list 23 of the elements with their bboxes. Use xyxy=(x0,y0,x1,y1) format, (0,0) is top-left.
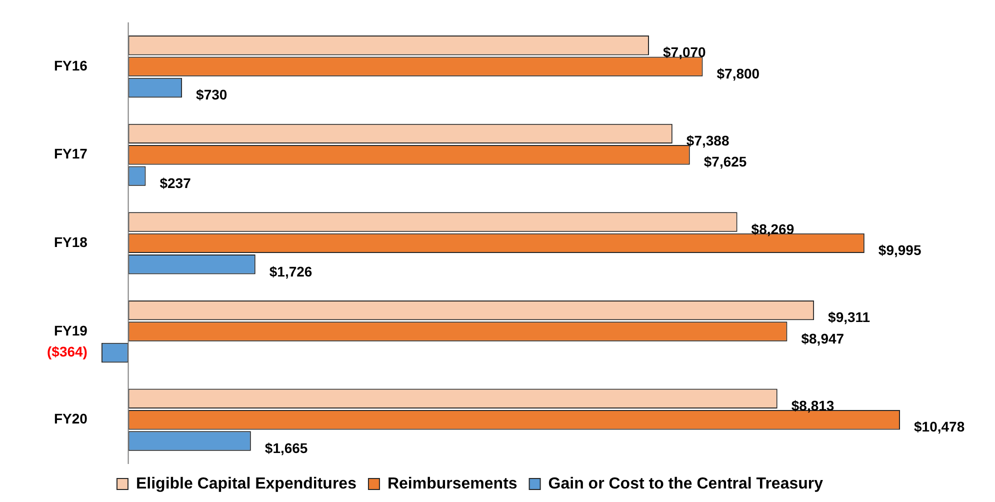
y-tick-label: FY18 xyxy=(54,234,88,250)
data-label: $9,995 xyxy=(878,242,922,258)
y-tick-label: FY16 xyxy=(54,57,88,74)
data-label: $8,947 xyxy=(801,330,844,346)
data-label: $10,478 xyxy=(914,418,965,435)
data-label: $8,269 xyxy=(751,220,794,237)
data-label: $1,665 xyxy=(264,440,308,456)
legend-label: Eligible Capital Expenditures xyxy=(136,475,357,492)
data-label: $9,311 xyxy=(828,309,870,326)
data-label: $7,800 xyxy=(716,65,760,82)
y-tick-label: FY20 xyxy=(54,410,88,427)
legend-label: Reimbursements xyxy=(387,475,518,492)
data-label: $7,625 xyxy=(704,154,747,170)
data-label: ($364) xyxy=(46,344,88,360)
y-tick-label: FY19 xyxy=(54,322,88,338)
data-label: $7,070 xyxy=(662,44,706,60)
data-label: $1,726 xyxy=(269,263,312,280)
data-label: $730 xyxy=(196,86,228,103)
data-label: $7,388 xyxy=(686,132,730,149)
data-label: $8,813 xyxy=(791,398,834,414)
legend-label: Gain or Cost to the Central Treasury xyxy=(548,475,824,492)
data-label: $237 xyxy=(160,174,192,191)
y-tick-label: FY17 xyxy=(54,146,88,162)
